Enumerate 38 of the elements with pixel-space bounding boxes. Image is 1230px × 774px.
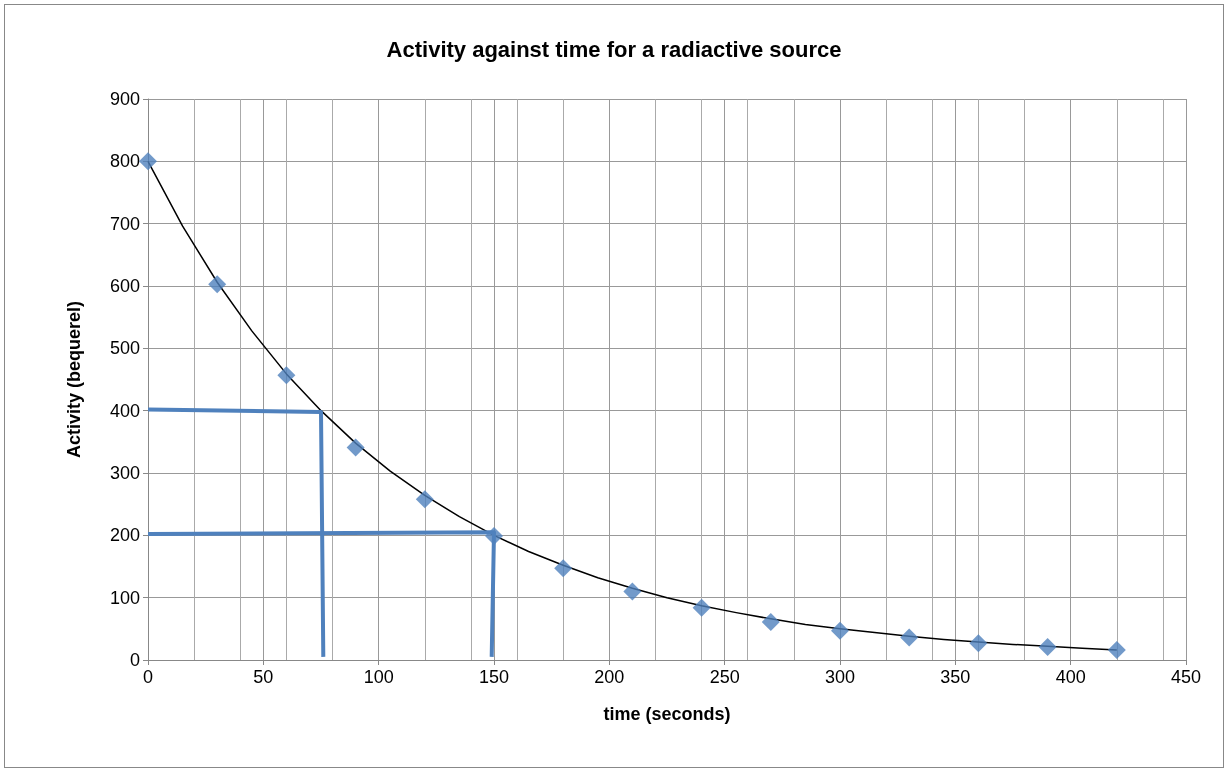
- x-tick-label: 450: [1170, 667, 1202, 687]
- y-tick-label: 600: [109, 276, 140, 296]
- y-tick-label: 100: [109, 587, 140, 608]
- y-tick-label: 0: [129, 650, 140, 670]
- y-tick-label: 500: [109, 338, 140, 359]
- point: [139, 152, 157, 171]
- point: [208, 275, 227, 294]
- x-tick-label: 50: [253, 667, 274, 687]
- chart-title: Activity against time for a radiactive source: [386, 36, 842, 62]
- x-tick-label: 200: [594, 667, 625, 687]
- x-tick-label: 350: [940, 667, 971, 687]
- point: [831, 621, 849, 640]
- y-tick-label: 900: [109, 89, 140, 109]
- point: [485, 526, 503, 545]
- x-tick-label: 150: [478, 667, 510, 687]
- point: [346, 438, 365, 457]
- point: [1107, 641, 1126, 660]
- x-tick-label: 400: [1055, 667, 1086, 687]
- point: [623, 582, 642, 601]
- y-tick-label: 400: [109, 400, 140, 421]
- point: [1038, 637, 1057, 656]
- y-tick-label: 800: [109, 151, 140, 172]
- y-axis-title: Activity (bequerel): [64, 300, 84, 459]
- point: [554, 559, 573, 578]
- x-tick-label: 300: [824, 667, 856, 687]
- y-tick-label: 200: [109, 525, 140, 546]
- x-tick-label: 0: [142, 667, 154, 687]
- y-tick-label: 700: [109, 213, 140, 234]
- point: [692, 598, 711, 617]
- point: [900, 628, 919, 647]
- point: [761, 612, 780, 631]
- point: [277, 366, 296, 385]
- x-axis-title: time (seconds): [603, 704, 731, 724]
- x-tick-label: 250: [709, 667, 740, 687]
- x-tick-label: 100: [363, 667, 394, 687]
- point: [415, 490, 434, 509]
- point: [969, 634, 988, 653]
- y-tick-label: 300: [109, 463, 140, 483]
